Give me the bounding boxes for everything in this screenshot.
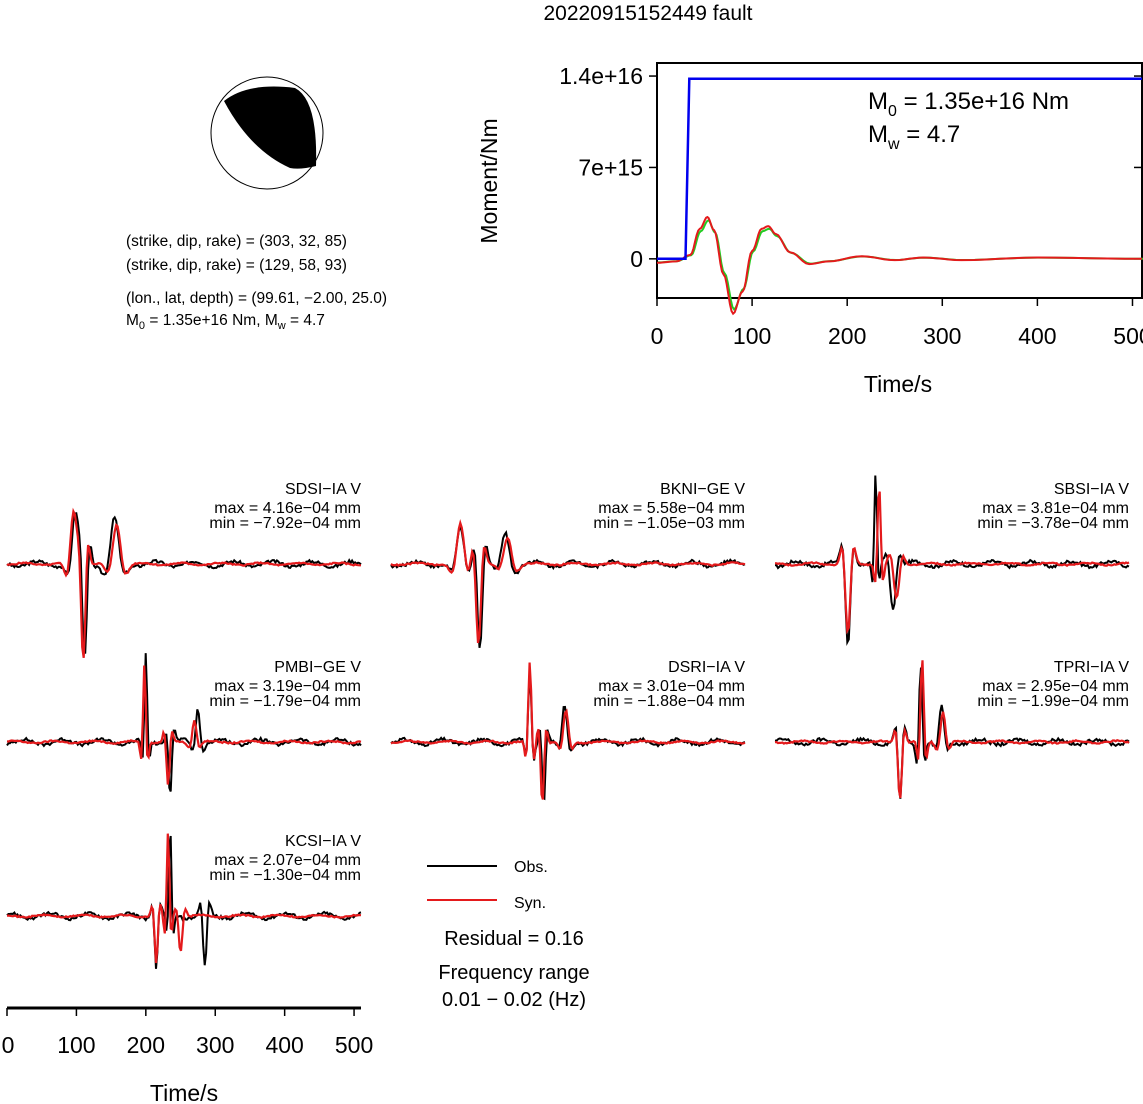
frequency-label: Frequency range (438, 962, 589, 984)
station-min: min = −1.99e−04 mm (977, 693, 1129, 710)
station-min: min = −1.79e−04 mm (209, 693, 361, 710)
moment-chart-frame (656, 62, 1143, 299)
source-time-series-green (658, 219, 1143, 311)
station-name: SDSI−IA V (285, 481, 361, 498)
moment-magnitude-line: M0 = 1.35e+16 Nm, Mw = 4.7 (126, 312, 325, 332)
legend-obs-label: Obs. (514, 859, 548, 876)
moment-x-tick-label: 300 (923, 323, 961, 349)
station-name: SBSI−IA V (1054, 481, 1129, 498)
synthetic-trace (6, 507, 361, 658)
station-name: KCSI−IA V (285, 833, 361, 850)
beachball (210, 76, 324, 190)
synthetic-trace (390, 662, 746, 800)
station-max: max = 4.16e−04 mm (214, 500, 361, 517)
waveform-x-axis-label: Time/s (150, 1080, 218, 1104)
moment-x-tick-label: 100 (733, 323, 771, 349)
synthetic-trace (774, 660, 1130, 799)
station-max: max = 3.01e−04 mm (598, 678, 745, 695)
legend-syn-label: Syn. (514, 895, 546, 912)
moment-x-tick-label: 500 (1113, 323, 1143, 349)
station-name: TPRI−IA V (1054, 659, 1129, 676)
station-min: min = −1.05e−03 mm (593, 515, 745, 532)
station-max: max = 3.19e−04 mm (214, 678, 361, 695)
moment-x-tick-label: 200 (828, 323, 866, 349)
station-name: PMBI−GE V (274, 659, 361, 676)
moment-y-tick-label: 7e+15 (578, 154, 643, 180)
waveform-x-tick-label: 400 (265, 1032, 303, 1058)
station-min: min = −7.92e−04 mm (209, 515, 361, 532)
synthetic-trace (390, 519, 746, 644)
observed-trace (775, 475, 1130, 646)
station-min: min = −1.30e−04 mm (209, 867, 361, 884)
moment-rate-series (657, 77, 1142, 261)
station-min: min = −3.78e−04 mm (977, 515, 1129, 532)
synthetic-trace (7, 833, 362, 964)
observed-trace (6, 653, 362, 792)
station-min: min = −1.88e−04 mm (593, 693, 745, 710)
waveform-x-tick-label: 300 (196, 1032, 234, 1058)
observed-trace (6, 512, 362, 654)
moment-chart: 0 100 200 300 400 500 0 7e+15 1.4e+16 M0 = 1.35e… (476, 62, 1143, 397)
source-time-series-red (656, 215, 1143, 316)
m0-annotation: M0 = 1.35e+16 Nm (868, 88, 1069, 120)
station-max: max = 3.81e−04 mm (982, 500, 1129, 517)
moment-y-tick-label: 1.4e+16 (559, 63, 643, 89)
mechanism-info: (strike, dip, rake) = (303, 32, 85) (str… (126, 233, 387, 332)
station-name: DSRI−IA V (668, 659, 745, 676)
moment-x-tick-label: 400 (1018, 323, 1056, 349)
nodal-plane-1: (strike, dip, rake) = (303, 32, 85) (126, 233, 347, 250)
observed-trace (390, 524, 746, 648)
waveform-x-tick-label: 500 (335, 1032, 373, 1058)
waveform-x-tick-label: 0 (2, 1032, 15, 1058)
beachball-compressional-quadrant (224, 86, 317, 169)
station-max: max = 2.07e−04 mm (214, 852, 361, 869)
residual-text: Residual = 0.16 (444, 928, 584, 950)
synthetic-trace (6, 665, 362, 785)
hypocenter-location: (lon., lat, depth) = (99.61, −2.00, 25.0… (126, 290, 387, 307)
moment-x-tick-label: 0 (651, 323, 664, 349)
mw-annotation: Mw = 4.7 (868, 121, 960, 153)
synthetic-trace (774, 491, 1130, 635)
waveform-x-tick-label: 100 (57, 1032, 95, 1058)
station-max: max = 5.58e−04 mm (598, 500, 745, 517)
moment-y-tick-label: 0 (630, 246, 643, 272)
station-name: BKNI−GE V (660, 481, 745, 498)
moment-x-axis-label: Time/s (864, 371, 932, 397)
moment-y-axis-label: Moment/Nm (476, 118, 502, 243)
legend: Obs. Syn. (427, 859, 548, 912)
station-max: max = 2.95e−04 mm (982, 678, 1129, 695)
nodal-plane-2: (strike, dip, rake) = (129, 58, 93) (126, 257, 347, 274)
waveform-time-axis: 0 100 200 300 400 500 Time/s (2, 1006, 373, 1104)
frequency-value: 0.01 − 0.02 (Hz) (442, 989, 586, 1011)
waveform-x-tick-label: 200 (127, 1032, 165, 1058)
figure-title: 20220915152449 fault (543, 2, 752, 25)
